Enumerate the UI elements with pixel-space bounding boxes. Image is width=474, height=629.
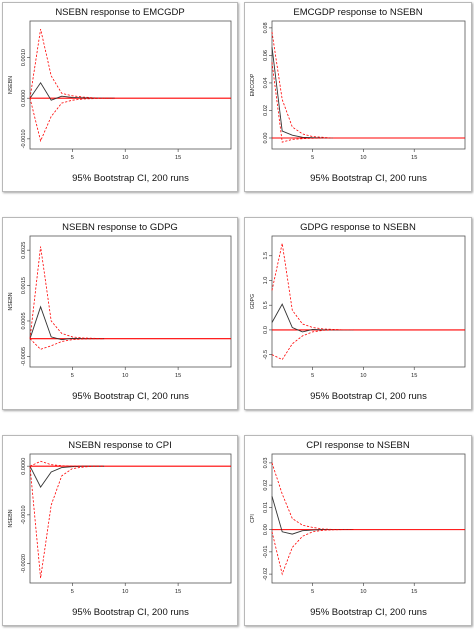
x-tick-label: 10 [122, 155, 128, 161]
x-tick-label: 5 [311, 589, 314, 595]
chart-caption: 95% Bootstrap CI, 200 runs [310, 607, 427, 618]
irf-chart-svg: CPI response to NSEBN -0.02 -0.01 0.00 0.01 0… [250, 440, 466, 618]
plot-area [271, 235, 466, 368]
x-tick-label: 5 [71, 373, 74, 379]
irf-panel-6: CPI response to NSEBN -0.02 -0.01 0.00 0.01 0… [244, 435, 472, 626]
y-tick-label: 0.02 [263, 105, 269, 116]
chart-title: NSEBN response to EMCGDP [55, 7, 184, 18]
x-tick-label: 15 [411, 373, 417, 379]
x-tick-label: 15 [175, 373, 181, 379]
ci-lower-line [271, 529, 354, 576]
x-tick-label: 15 [411, 589, 417, 595]
y-tick-label: -0.01 [263, 545, 269, 558]
ci-upper-line [29, 460, 105, 467]
chart-caption: 95% Bootstrap CI, 200 runs [72, 173, 189, 184]
y-tick-label: 0.00 [263, 524, 269, 535]
y-tick-label: 0.0005 [21, 312, 27, 329]
x-tick-label: 5 [311, 373, 314, 379]
x-tick-label: 10 [122, 373, 128, 379]
x-tick-label: 10 [360, 155, 366, 161]
y-tick-label: -0.0005 [21, 347, 27, 366]
irf-chart-svg: GDPG response to NSEBN -0.5 0.0 0.5 1.0 1.5 GD… [250, 222, 466, 402]
ci-lower-line [29, 465, 105, 579]
x-tick-label: 15 [411, 155, 417, 161]
x-tick-label: 10 [122, 589, 128, 595]
ci-lower-line [271, 329, 354, 361]
y-axis-label: NSEBN [8, 76, 14, 94]
ci-upper-line [29, 246, 105, 340]
irf-chart-svg: NSEBN response to GDPG -0.0005 0.0005 0.001… [8, 222, 232, 402]
y-tick-label: 0.0000 [21, 458, 27, 475]
plot-area [29, 20, 232, 150]
irf-panel-5: NSEBN response to CPI -0.0020 -0.0010 0.000… [2, 435, 238, 626]
response-line [29, 81, 115, 101]
response-line [29, 305, 105, 341]
x-tick-label: 5 [71, 589, 74, 595]
x-tick-label: 15 [175, 155, 181, 161]
y-tick-label: 0.0 [263, 326, 269, 334]
y-tick-label: 0.0000 [21, 90, 27, 107]
chart-caption: 95% Bootstrap CI, 200 runs [310, 391, 427, 402]
response-line [29, 465, 105, 488]
irf-panel-4: GDPG response to NSEBN -0.5 0.0 0.5 1.0 1.5 GD… [244, 217, 472, 410]
x-tick-label: 5 [71, 155, 74, 161]
chart-title: NSEBN response to CPI [68, 440, 172, 451]
irf-chart-svg: NSEBN response to CPI -0.0020 -0.0010 0.000… [8, 440, 232, 618]
y-tick-label: 1.5 [263, 252, 269, 260]
response-line [271, 496, 354, 535]
y-tick-label: -0.0010 [21, 129, 27, 148]
y-tick-label: 0.02 [263, 480, 269, 491]
y-tick-label: 0.08 [263, 22, 269, 33]
plot-area [271, 453, 466, 584]
plot-area [271, 20, 466, 150]
y-tick-label: 0.04 [263, 77, 269, 88]
x-tick-label: 5 [311, 155, 314, 161]
chart-title: GDPG response to NSEBN [300, 222, 416, 233]
y-tick-label: 0.01 [263, 502, 269, 513]
chart-caption: 95% Bootstrap CI, 200 runs [72, 607, 189, 618]
x-tick-label: 10 [360, 373, 366, 379]
y-axis-label: GDPG [250, 294, 256, 309]
x-tick-label: 15 [175, 589, 181, 595]
ci-upper-line [271, 462, 354, 530]
x-tick-label: 10 [360, 589, 366, 595]
plot-area [29, 453, 232, 584]
y-tick-label: 0.0010 [21, 49, 27, 66]
irf-chart-svg: NSEBN response to EMCGDP -0.0010 0.0000 0.0… [8, 7, 232, 184]
irf-panel-1: NSEBN response to EMCGDP -0.0010 0.0000 0.0… [2, 2, 238, 192]
ci-upper-line [29, 29, 115, 99]
y-tick-label: 0.00 [263, 133, 269, 144]
y-tick-label: -0.0010 [21, 505, 27, 524]
irf-panel-2: EMCGDP response to NSEBN 0.00 0.02 0.04 0.06… [244, 2, 472, 192]
chart-caption: 95% Bootstrap CI, 200 runs [310, 173, 427, 184]
ci-lower-line [29, 338, 105, 350]
ci-lower-line [271, 62, 333, 143]
y-axis-label: CPI [250, 514, 256, 523]
y-tick-label: 0.0025 [21, 242, 27, 259]
y-axis-label: NSEBN [8, 292, 14, 310]
y-tick-label: 0.0015 [21, 277, 27, 294]
plot-area [29, 235, 232, 368]
irf-chart-svg: EMCGDP response to NSEBN 0.00 0.02 0.04 0.06… [250, 7, 466, 184]
chart-caption: 95% Bootstrap CI, 200 runs [72, 391, 189, 402]
y-tick-label: 0.5 [263, 301, 269, 309]
response-line [271, 303, 354, 333]
y-tick-label: 1.0 [263, 277, 269, 285]
y-tick-label: -0.5 [263, 350, 269, 360]
y-axis-label: EMCGDP [250, 73, 256, 96]
y-tick-label: -0.0020 [21, 554, 27, 573]
chart-title: EMCGDP response to NSEBN [293, 7, 422, 18]
ci-lower-line [29, 97, 115, 143]
y-axis-label: NSEBN [8, 509, 14, 527]
y-tick-label: -0.02 [263, 568, 269, 581]
ci-upper-line [271, 31, 333, 139]
chart-title: CPI response to NSEBN [306, 440, 410, 451]
y-tick-label: 0.03 [263, 457, 269, 468]
response-line [271, 47, 333, 139]
irf-panel-3: NSEBN response to GDPG -0.0005 0.0005 0.001… [2, 217, 238, 410]
ci-upper-line [271, 243, 354, 331]
y-tick-label: 0.06 [263, 50, 269, 61]
chart-title: NSEBN response to GDPG [62, 222, 178, 233]
